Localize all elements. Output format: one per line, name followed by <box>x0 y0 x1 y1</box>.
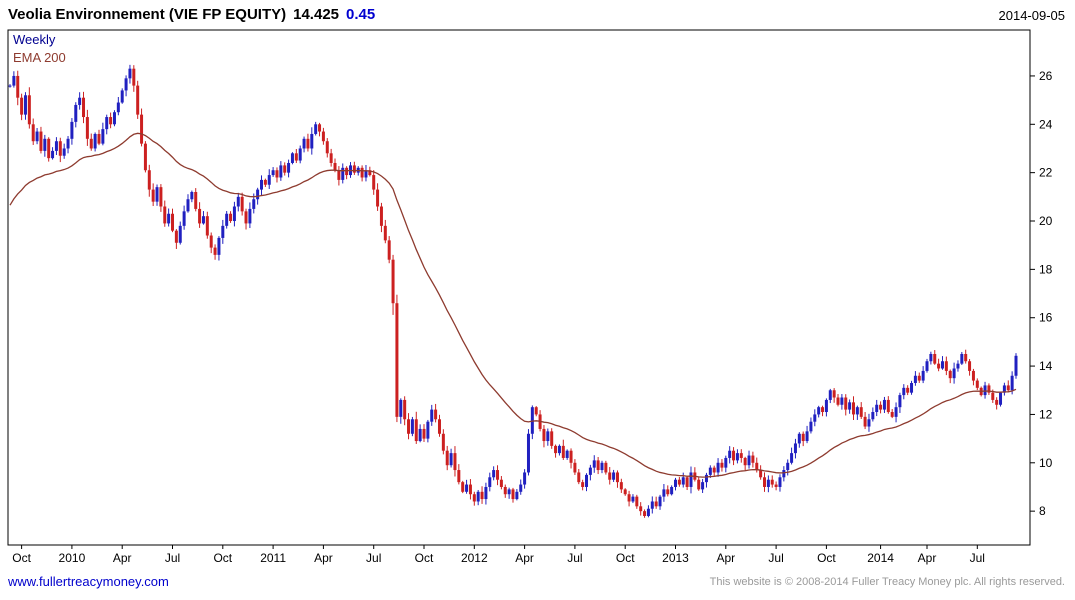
page-footer: www.fullertreacymoney.com This website i… <box>0 571 1075 600</box>
x-axis: Oct 2010 Apr Jul Oct 2011 Apr Jul Oct 2012 Apr Jul O… <box>12 545 985 565</box>
svg-text:10: 10 <box>1039 456 1053 470</box>
svg-text:Jul: Jul <box>768 551 783 565</box>
svg-text:Oct: Oct <box>415 551 434 565</box>
svg-text:Jul: Jul <box>567 551 582 565</box>
chart-header: Veolia Environnement (VIE FP EQUITY) 14.4… <box>0 0 1075 26</box>
svg-text:Jul: Jul <box>366 551 381 565</box>
svg-text:2013: 2013 <box>662 551 689 565</box>
svg-text:8: 8 <box>1039 504 1046 518</box>
title-block: Veolia Environnement (VIE FP EQUITY) 14.4… <box>8 6 375 23</box>
svg-text:24: 24 <box>1039 117 1053 131</box>
svg-text:16: 16 <box>1039 311 1053 325</box>
svg-text:Jul: Jul <box>970 551 985 565</box>
svg-text:Oct: Oct <box>12 551 31 565</box>
instrument-title: Veolia Environnement (VIE FP EQUITY) <box>8 6 287 23</box>
chart-date: 2014-09-05 <box>998 8 1066 23</box>
svg-text:Apr: Apr <box>113 551 132 565</box>
ema-line <box>9 132 1017 478</box>
svg-text:2010: 2010 <box>59 551 86 565</box>
footer-link[interactable]: www.fullertreacymoney.com <box>8 574 169 589</box>
price-change: 0.45 <box>346 6 376 23</box>
svg-text:Apr: Apr <box>515 551 534 565</box>
svg-text:Apr: Apr <box>314 551 333 565</box>
y-axis: 8 10 12 14 16 18 20 22 24 26 <box>1030 69 1053 518</box>
candlestick-series <box>8 64 1018 518</box>
svg-text:14: 14 <box>1039 359 1053 373</box>
svg-text:Oct: Oct <box>616 551 635 565</box>
svg-text:18: 18 <box>1039 262 1053 276</box>
svg-text:Jul: Jul <box>165 551 180 565</box>
svg-text:Oct: Oct <box>817 551 836 565</box>
last-price: 14.425 <box>293 6 340 23</box>
copyright-text: This website is © 2008-2014 Fuller Treac… <box>709 575 1065 588</box>
svg-text:Oct: Oct <box>213 551 232 565</box>
price-chart[interactable]: 8 10 12 14 16 18 20 22 24 26 Oct 2010 Apr Jul Oct 2011 A… <box>0 26 1075 571</box>
svg-text:2011: 2011 <box>260 551 286 565</box>
legend-weekly-label: Weekly <box>13 32 56 47</box>
svg-text:Apr: Apr <box>918 551 937 565</box>
svg-text:22: 22 <box>1039 166 1053 180</box>
svg-text:20: 20 <box>1039 214 1053 228</box>
legend-ema-label: EMA 200 <box>13 50 66 65</box>
svg-text:12: 12 <box>1039 407 1053 421</box>
svg-text:2014: 2014 <box>867 551 894 565</box>
price-chart-svg[interactable]: 8 10 12 14 16 18 20 22 24 26 Oct 2010 Apr Jul Oct 2011 A… <box>0 26 1075 571</box>
chart-legend: Weekly EMA 200 <box>13 31 66 67</box>
svg-text:2012: 2012 <box>461 551 488 565</box>
plot-frame <box>7 29 1031 546</box>
svg-text:26: 26 <box>1039 69 1053 83</box>
svg-text:Apr: Apr <box>716 551 735 565</box>
